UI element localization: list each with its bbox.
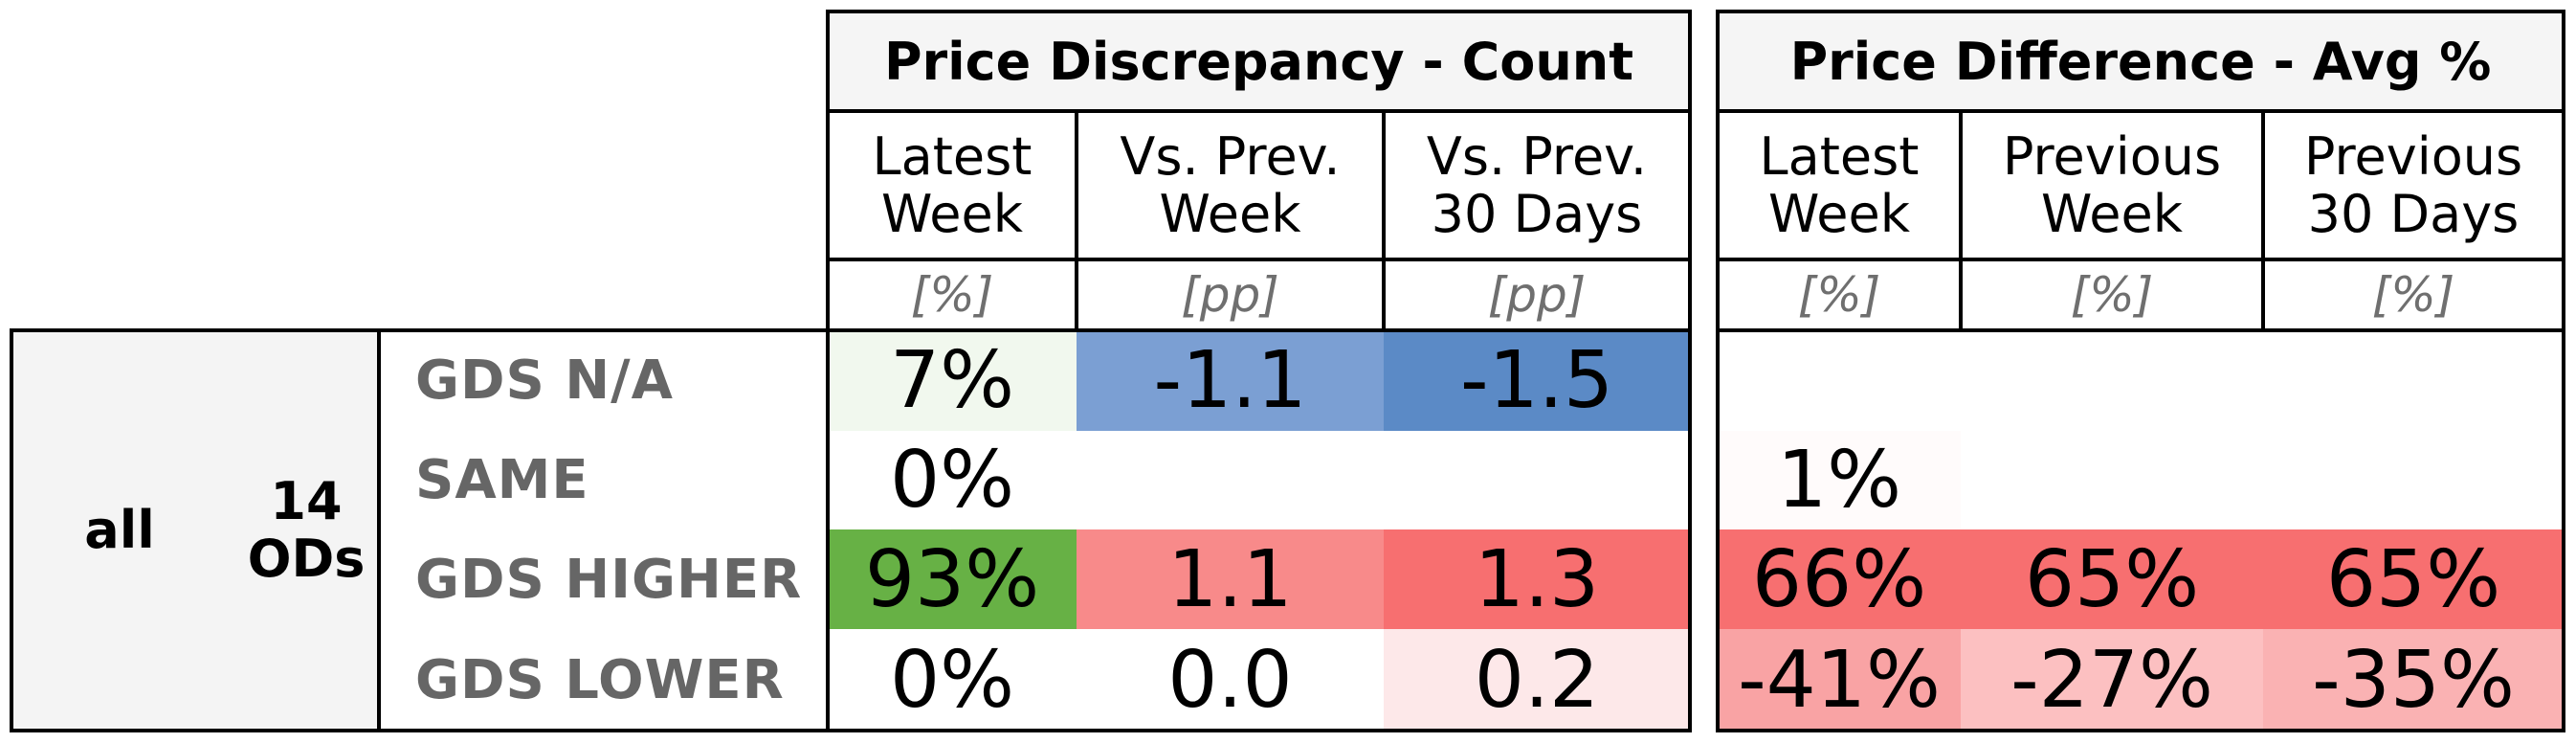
row-label: GDS N/A: [415, 349, 674, 412]
count-table-column-header: Vs. Prev. Week: [1120, 125, 1341, 244]
avg-table-value-cell: 66%: [1718, 529, 1961, 629]
count-table-value-cell: -1.1: [1077, 330, 1384, 431]
count-table-value-cell: -1.5: [1384, 330, 1690, 431]
avg-table-column-header: Previous 30 Days: [2303, 125, 2523, 244]
count-table-column-header: Vs. Prev. 30 Days: [1426, 125, 1648, 244]
count-table-value-cell: 93%: [828, 529, 1077, 629]
count-table-title: Price Discrepancy - Count: [828, 11, 1690, 111]
row-label: SAME: [415, 449, 589, 511]
avg-table-value-cell: [1961, 431, 2263, 529]
count-table-column-unit: [pp]: [1181, 267, 1279, 323]
grid-line: [826, 729, 1692, 732]
grid-line: [1716, 729, 2565, 732]
avg-table-value-cell: 65%: [2263, 529, 2564, 629]
row-label: GDS HIGHER: [415, 548, 803, 611]
count-table-column-unit: [%]: [910, 267, 994, 323]
avg-table-column-unit: [%]: [2070, 267, 2154, 323]
grid-line: [826, 328, 1692, 332]
grid-line: [1716, 109, 2565, 113]
row-label: GDS LOWER: [415, 648, 785, 711]
grid-line: [826, 258, 1692, 261]
grid-line: [1716, 10, 1720, 732]
avg-table-column-header: Latest Week: [1759, 125, 1920, 244]
grid-line: [1716, 258, 2565, 261]
count-table-value-cell: 1.3: [1384, 529, 1690, 629]
count-table-column-header: Latest Week: [872, 125, 1033, 244]
count-table-value-cell: 7%: [828, 330, 1077, 431]
count-table-column-unit: [pp]: [1487, 267, 1587, 323]
avg-table-value-cell: 1%: [1718, 431, 1961, 529]
grid-line: [1075, 111, 1078, 330]
avg-table-value-cell: 65%: [1961, 529, 2263, 629]
avg-table-column-unit: [%]: [1797, 267, 1881, 323]
group-panel: [11, 330, 379, 731]
avg-table-value-cell: [2263, 431, 2564, 529]
grid-line: [2261, 111, 2265, 330]
grid-line: [377, 328, 381, 732]
group-label: all: [84, 500, 155, 560]
count-table-value-cell: 0.2: [1384, 629, 1690, 731]
grid-line: [1382, 111, 1386, 330]
grid-line: [1688, 10, 1692, 732]
grid-line: [1959, 111, 1963, 330]
grid-line: [10, 729, 826, 732]
grid-line: [826, 10, 830, 732]
avg-table-column-unit: [%]: [2371, 267, 2455, 323]
grid-line: [826, 10, 1692, 13]
avg-table-value-cell: [2263, 330, 2564, 431]
count-table-value-cell: 0%: [828, 431, 1077, 529]
count-table-value-cell: [1077, 431, 1384, 529]
avg-table-value-cell: -27%: [1961, 629, 2263, 731]
avg-table-value-cell: [1718, 330, 1961, 431]
avg-table-title: Price Difference - Avg %: [1718, 11, 2564, 111]
grid-line: [826, 109, 1692, 113]
avg-table-value-cell: -35%: [2263, 629, 2564, 731]
avg-table-value-cell: -41%: [1718, 629, 1961, 731]
grid-line: [10, 328, 13, 732]
count-table-value-cell: [1384, 431, 1690, 529]
grid-line: [1716, 328, 2565, 332]
grid-line: [10, 328, 826, 332]
grid-line: [2562, 10, 2565, 732]
avg-table-value-cell: [1961, 330, 2263, 431]
group-sublabel: 14 ODs: [247, 471, 366, 589]
avg-table-column-header: Previous Week: [2002, 125, 2222, 244]
count-table-value-cell: 0.0: [1077, 629, 1384, 731]
grid-line: [1716, 10, 2565, 13]
count-table-value-cell: 0%: [828, 629, 1077, 731]
count-table-value-cell: 1.1: [1077, 529, 1384, 629]
